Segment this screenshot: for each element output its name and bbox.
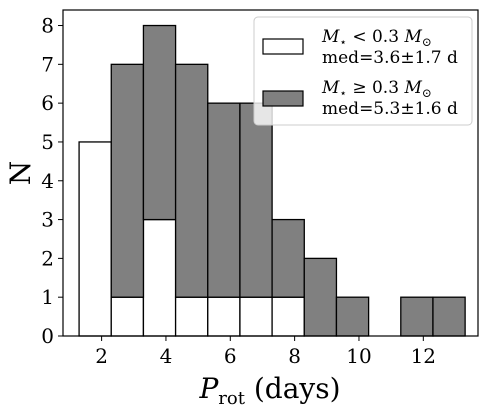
x-tick-label-0: 2 [95, 344, 108, 368]
bar-series0-bin0 [78, 141, 112, 337]
legend: M⋆ < 0.3 M⊙ med=3.6±1.7 d M⋆ ≥ 0.3 M⊙ me… [253, 16, 473, 126]
bar-series1-bin2 [142, 24, 177, 221]
bar-series1-bin3 [174, 63, 209, 298]
y-tick-label-4: 4 [41, 169, 54, 193]
bar-series1-bin4 [207, 102, 241, 298]
x-axis-label-unit: (days) [245, 372, 341, 405]
y-tick-label-0: 0 [41, 324, 54, 348]
x-tick-label-1: 4 [160, 344, 173, 368]
x-tick-label-2: 6 [224, 344, 237, 368]
x-tick-label-4: 10 [346, 344, 371, 368]
bar-series1-bin11 [432, 296, 466, 337]
legend-box [253, 16, 473, 126]
y-tick-label-1: 1 [41, 285, 54, 309]
legend-label-low-mass: M⋆ < 0.3 M⊙ [321, 27, 432, 49]
x-tick-label-3: 8 [288, 344, 301, 368]
y-tick-label-6: 6 [41, 91, 54, 115]
bar-series0-bin6 [271, 296, 305, 337]
y-tick-label-5: 5 [41, 130, 54, 154]
x-axis-label-main: P [198, 372, 219, 405]
bar-series1-bin8 [335, 296, 370, 337]
bar-series1-bin6 [271, 218, 305, 298]
y-tick-label-2: 2 [41, 246, 54, 270]
bars [78, 24, 466, 337]
plot-frame [62, 9, 479, 337]
legend-swatch-high-mass [262, 90, 304, 107]
legend-label-high-mass: M⋆ ≥ 0.3 M⊙ [321, 78, 432, 100]
y-tick-label-7: 7 [41, 52, 54, 76]
bar-series1-bin5 [239, 102, 273, 298]
bar-series0-bin1 [110, 296, 145, 337]
legend-swatch-low-mass [262, 38, 304, 55]
y-axis-label: N [4, 161, 37, 186]
bar-series0-bin2 [142, 218, 177, 337]
x-axis-label: Prot (days) [198, 372, 340, 409]
legend-median-low-mass: med=3.6±1.7 d [322, 48, 458, 68]
legend-median-high-mass: med=5.3±1.6 d [322, 99, 458, 119]
bar-series0-bin5 [239, 296, 273, 337]
bar-series0-bin4 [207, 296, 241, 337]
bar-series1-bin7 [303, 257, 338, 337]
bar-series1-bin1 [110, 63, 145, 298]
x-axis-label-sub: rot [218, 388, 245, 409]
y-tick-label-8: 8 [41, 14, 54, 38]
y-tick-label-3: 3 [41, 208, 54, 232]
x-tick-label-5: 12 [411, 344, 436, 368]
bar-series0-bin3 [174, 296, 209, 337]
bar-series1-bin10 [400, 296, 434, 337]
